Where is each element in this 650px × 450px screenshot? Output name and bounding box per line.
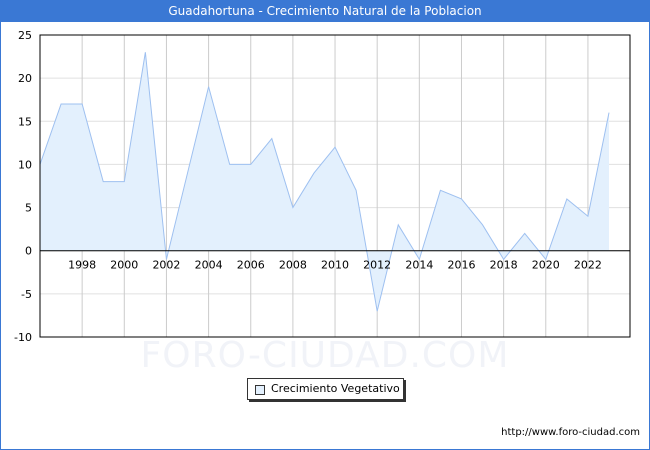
plot-border xyxy=(39,34,631,338)
y-tick-label: -5 xyxy=(21,288,32,301)
x-tick-label: 2022 xyxy=(574,259,602,272)
x-tick-label: 2006 xyxy=(237,259,265,272)
x-tick-label: 2012 xyxy=(363,259,391,272)
x-tick-label: 2020 xyxy=(532,259,560,272)
x-tick-label: 2004 xyxy=(195,259,223,272)
x-tick-label: 2016 xyxy=(447,259,475,272)
y-tick-label: 25 xyxy=(18,29,32,42)
legend: Crecimiento Vegetativo xyxy=(247,378,404,400)
chart-title: Guadahortuna - Crecimiento Natural de la… xyxy=(0,0,650,22)
legend-label: Crecimiento Vegetativo xyxy=(271,382,400,395)
y-tick-label: 10 xyxy=(18,158,32,171)
legend-swatch xyxy=(255,385,265,395)
x-tick-label: 2018 xyxy=(490,259,518,272)
source-link[interactable]: http://www.foro-ciudad.com xyxy=(501,427,640,438)
x-tick-label: 1998 xyxy=(68,259,96,272)
y-tick-label: 0 xyxy=(25,245,32,258)
x-tick-label: 2008 xyxy=(279,259,307,272)
x-tick-label: 2000 xyxy=(110,259,138,272)
y-tick-label: -10 xyxy=(14,331,32,344)
x-tick-label: 2010 xyxy=(321,259,349,272)
x-tick-label: 2002 xyxy=(152,259,180,272)
y-tick-label: 15 xyxy=(18,115,32,128)
area-fill xyxy=(40,52,609,312)
watermark: FORO-CIUDAD.COM xyxy=(140,335,510,376)
x-tick-label: 2014 xyxy=(405,259,433,272)
y-tick-label: 20 xyxy=(18,72,32,85)
y-tick-label: 5 xyxy=(25,202,32,215)
series-line xyxy=(39,52,610,312)
